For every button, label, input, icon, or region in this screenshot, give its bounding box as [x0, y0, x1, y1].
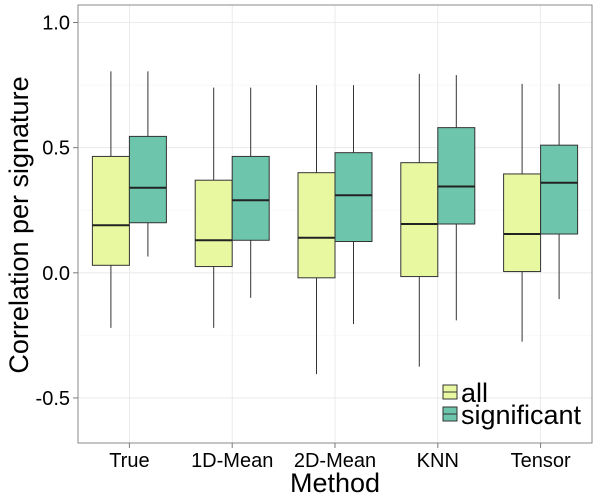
box-layer: [91, 71, 579, 375]
iqr-box: [503, 173, 542, 273]
x-axis-ticks: True 1D-Mean 2D-Mean KNN Tensor: [109, 443, 571, 472]
iqr-box: [91, 155, 130, 266]
box-significant-Tensor: [540, 83, 579, 300]
y-axis-title: Correlation per signature: [4, 76, 34, 373]
y-tick-label: -0.5: [36, 388, 70, 410]
y-tick-label: 0.0: [42, 263, 70, 285]
iqr-box: [437, 127, 476, 225]
legend: all significant: [442, 378, 582, 430]
box-all-KNN: [400, 73, 439, 367]
box-all-1D-Mean: [194, 87, 233, 328]
x-tick-label: True: [109, 450, 149, 472]
y-tick-label: 0.5: [42, 138, 70, 160]
box-significant-1D-Mean: [231, 87, 270, 298]
box-significant-True: [128, 71, 167, 257]
x-tick-label: KNN: [417, 450, 459, 472]
iqr-box: [297, 172, 336, 279]
legend-label-significant: significant: [461, 400, 582, 430]
x-axis-title: Method: [290, 468, 380, 498]
legend-label-all: all: [461, 378, 488, 408]
x-tick-label: Tensor: [511, 450, 571, 472]
iqr-box: [128, 135, 167, 224]
box-all-Tensor: [503, 83, 542, 342]
y-tick-label: 1.0: [42, 13, 70, 35]
box-significant-2D-Mean: [334, 85, 373, 325]
iqr-box: [540, 144, 579, 235]
box-all-True: [91, 71, 130, 328]
iqr-box: [194, 179, 233, 268]
y-axis-ticks: -0.5 0.0 0.5 1.0: [36, 13, 78, 410]
x-tick-label: 2D-Mean: [294, 450, 376, 472]
iqr-box: [400, 162, 439, 278]
box-significant-KNN: [437, 75, 476, 321]
iqr-box: [231, 155, 270, 241]
iqr-box: [334, 152, 373, 243]
x-tick-label: 1D-Mean: [191, 450, 273, 472]
box-all-2D-Mean: [297, 85, 336, 375]
